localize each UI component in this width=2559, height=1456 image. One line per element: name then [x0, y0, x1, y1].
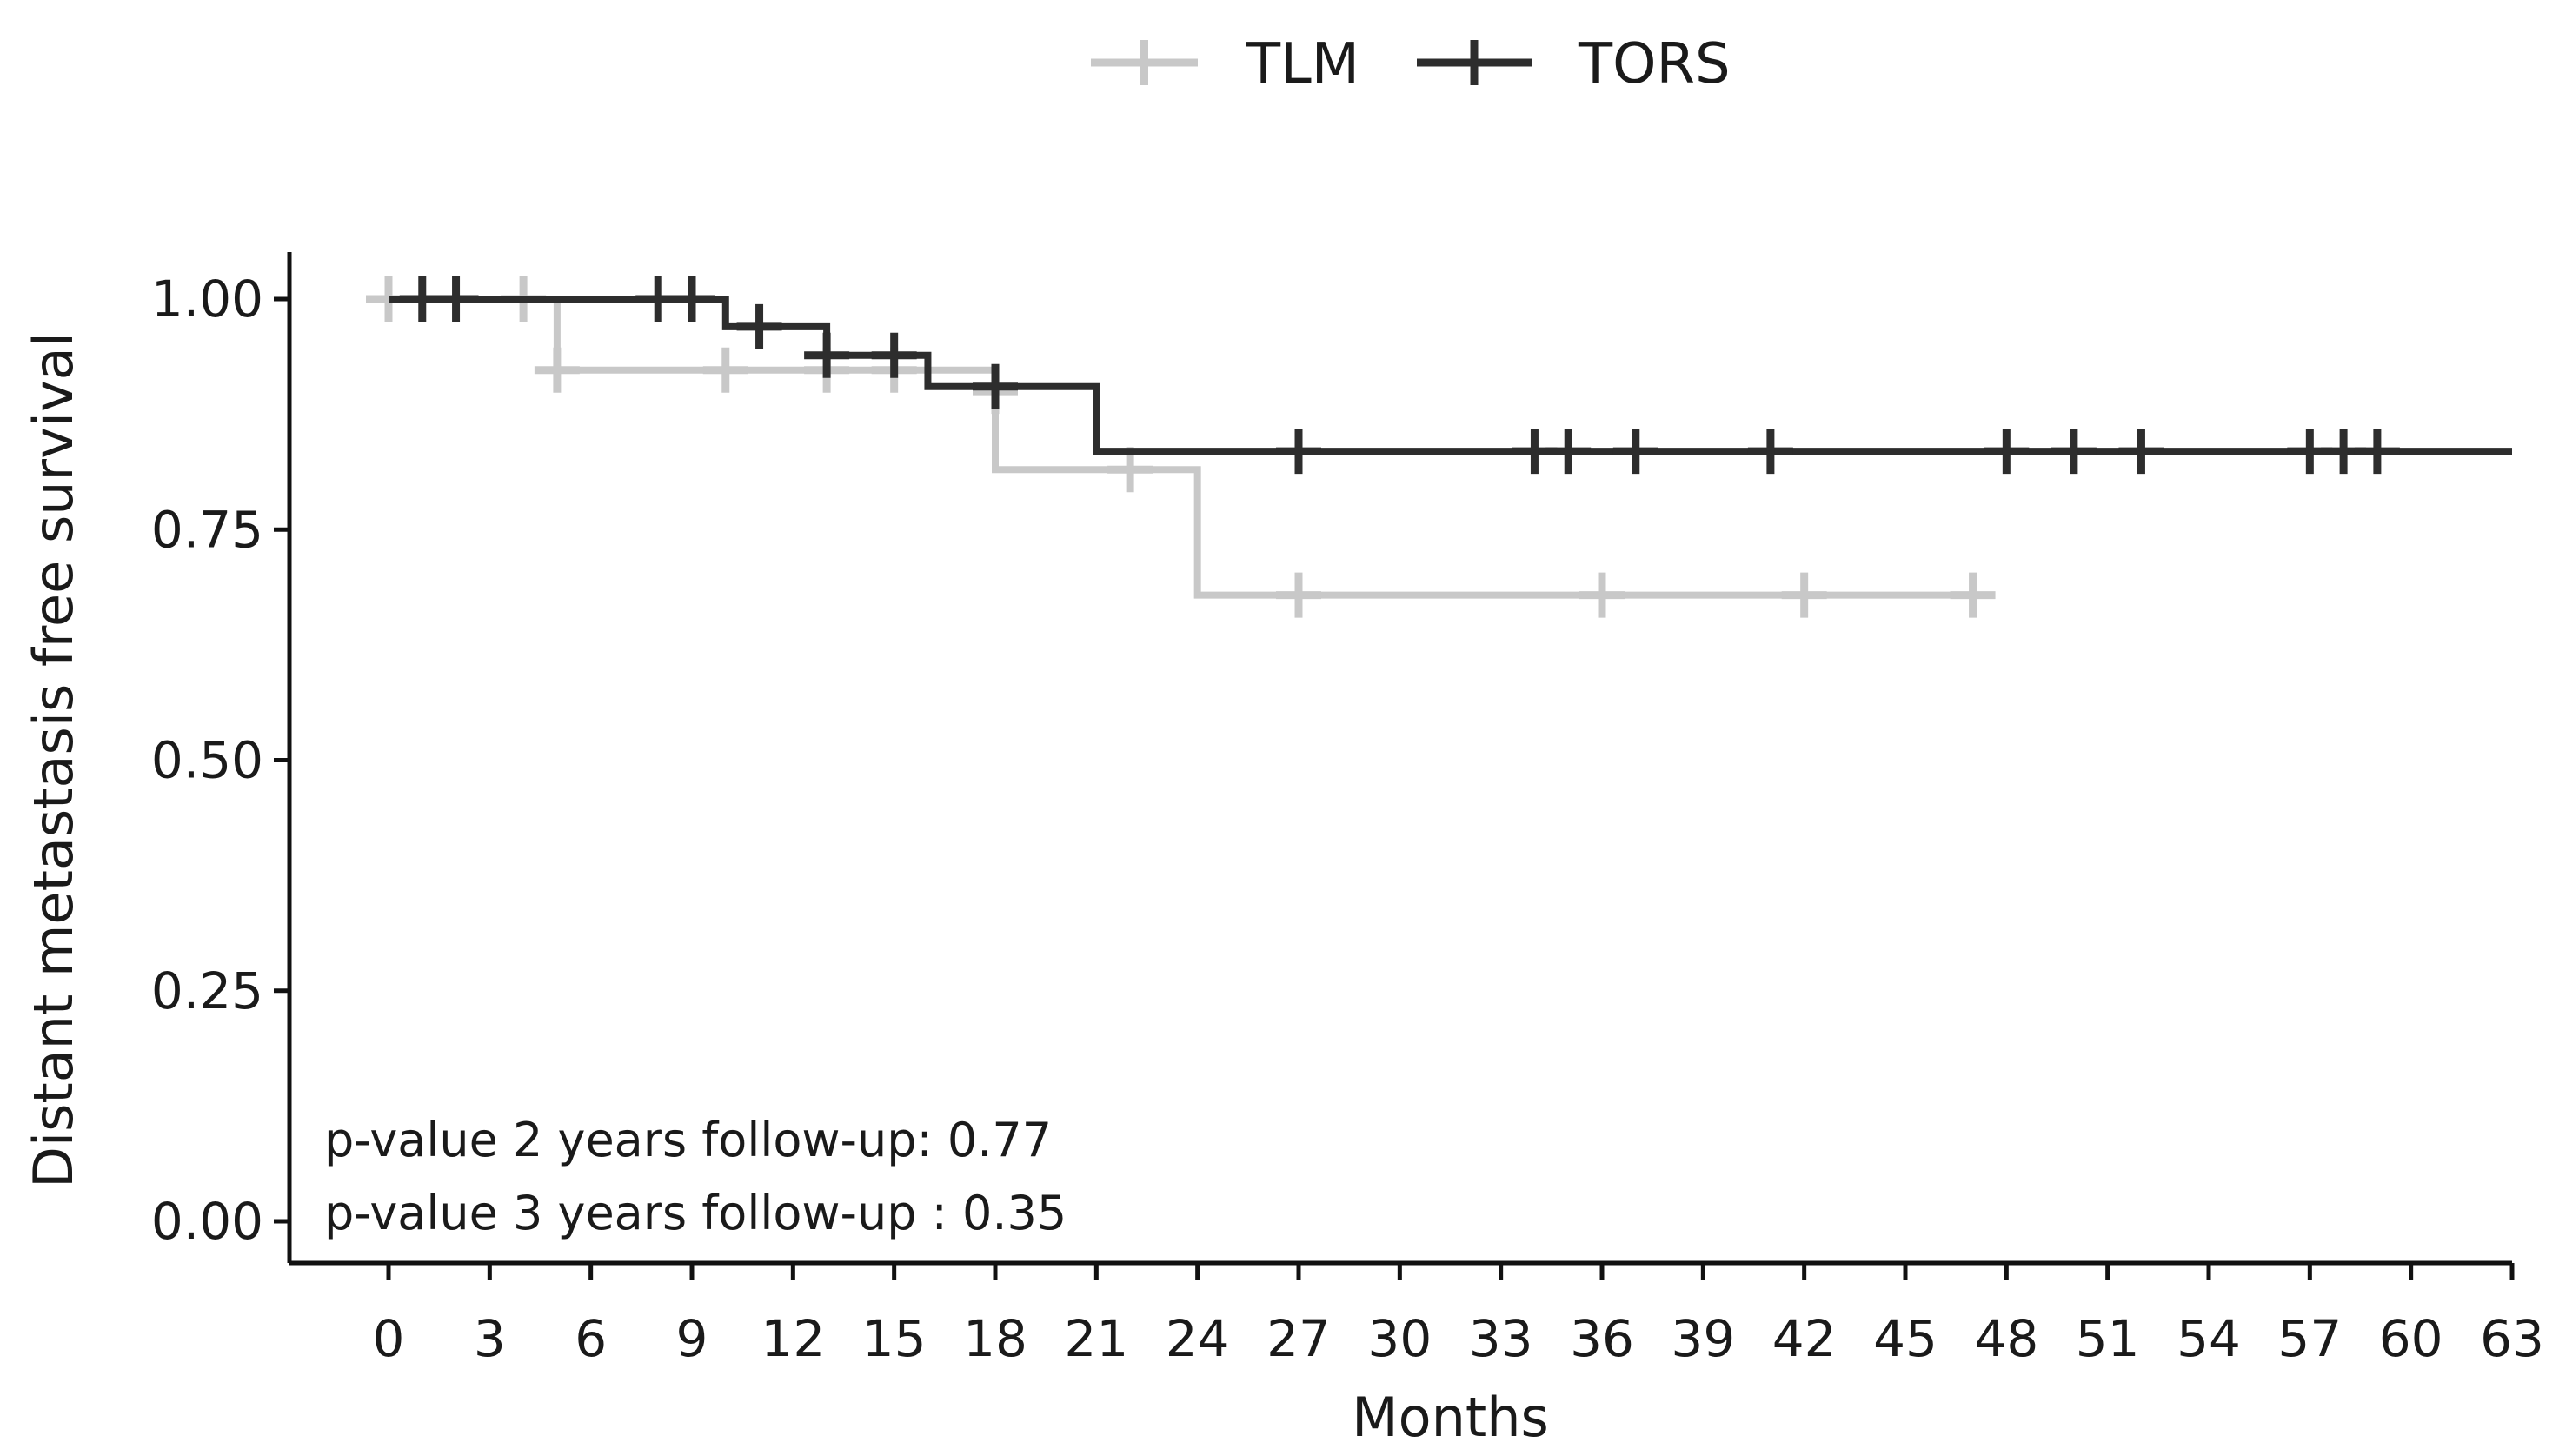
censor-mark-tors — [1276, 429, 1321, 475]
axes: 0.000.250.500.751.000 3 6 9 12 15 18 21 24 27 30 33… — [22, 252, 2544, 1449]
censor-mark-tors — [2354, 429, 2400, 475]
censor-mark-tors — [1747, 429, 1793, 475]
series-tors — [389, 276, 2512, 475]
x-tick-label: 60 — [2379, 1309, 2443, 1368]
survival-line-tlm — [389, 296, 1990, 599]
x-tick-label: 39 — [1671, 1309, 1735, 1368]
x-tick-label: 48 — [1974, 1309, 2038, 1368]
x-tick-label: 24 — [1166, 1309, 1230, 1368]
x-tick-label: 30 — [1367, 1309, 1432, 1368]
x-tick-label: 6 — [575, 1309, 607, 1368]
censor-mark-tlm — [1950, 572, 1996, 618]
censor-mark-tors — [871, 332, 917, 378]
y-tick-label: 0.50 — [151, 731, 263, 790]
x-tick-label: 0 — [373, 1309, 405, 1368]
series-tlm — [366, 276, 1996, 618]
censor-mark-tors — [1612, 429, 1658, 475]
censor-mark-tors — [2051, 429, 2097, 475]
x-axis-title: Months — [1352, 1386, 1549, 1449]
p-value-annotation: p-value 3 years follow-up : 0.35 — [324, 1186, 1067, 1240]
censor-mark-tlm — [702, 347, 748, 393]
censor-mark-tors — [1984, 429, 2030, 475]
survival-line-tors — [389, 296, 2512, 455]
censor-mark-tors — [973, 363, 1018, 409]
annotations: p-value 2 years follow-up: 0.77 p-value 3… — [324, 1113, 1067, 1240]
x-tick-label: 3 — [474, 1309, 506, 1368]
x-tick-label: 51 — [2076, 1309, 2140, 1368]
censor-mark-tors — [669, 276, 715, 322]
x-tick-label: 36 — [1570, 1309, 1634, 1368]
x-tick-label: 9 — [676, 1309, 708, 1368]
x-tick-label: 21 — [1064, 1309, 1128, 1368]
x-tick-label: 15 — [862, 1309, 927, 1368]
legend-label-tors: TORS — [1578, 32, 1731, 96]
x-tick-label: 57 — [2277, 1309, 2342, 1368]
legend-label-tlm: TLM — [1246, 32, 1359, 96]
x-tick-label: 42 — [1772, 1309, 1837, 1368]
x-tick-label: 63 — [2480, 1309, 2544, 1368]
legend-item-tors: TORS — [1417, 32, 1731, 96]
y-axis-title: Distant metastasis free survival — [22, 332, 85, 1188]
censor-mark-tors — [2118, 429, 2164, 475]
legend-marker-tlm — [1121, 40, 1167, 85]
legend: TLM TORS — [1091, 32, 1731, 96]
y-tick-label: 1.00 — [151, 269, 263, 329]
censor-mark-tors — [804, 332, 850, 378]
p-value-annotation: p-value 2 years follow-up: 0.77 — [324, 1113, 1052, 1167]
x-tick-label: 33 — [1469, 1309, 1533, 1368]
y-tick-label: 0.25 — [151, 961, 263, 1021]
y-tick-label: 0.75 — [151, 500, 263, 559]
censor-mark-tors — [736, 303, 782, 349]
legend-marker-tors — [1452, 40, 1497, 85]
censor-mark-tors — [1545, 429, 1592, 475]
x-tick-label: 27 — [1266, 1309, 1331, 1368]
x-tick-label: 45 — [1873, 1309, 1938, 1368]
censor-mark-tlm — [1781, 572, 1827, 618]
censor-mark-tors — [433, 276, 479, 322]
censor-mark-tlm — [1579, 572, 1625, 618]
x-tick-label: 18 — [963, 1309, 1027, 1368]
x-tick-label: 54 — [2177, 1309, 2241, 1368]
legend-item-tlm: TLM — [1091, 32, 1359, 96]
censor-mark-tlm — [534, 347, 580, 393]
x-tick-label: 12 — [761, 1309, 825, 1368]
y-tick-label: 0.00 — [151, 1192, 263, 1251]
censor-mark-tlm — [1276, 572, 1321, 618]
survival-curves — [366, 276, 2512, 618]
